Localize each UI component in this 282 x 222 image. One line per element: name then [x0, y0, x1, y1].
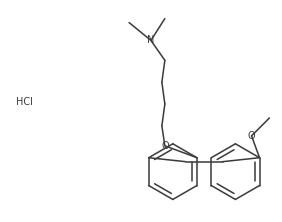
Text: O: O: [248, 131, 255, 141]
Text: O: O: [161, 141, 169, 151]
Text: HCl: HCl: [16, 97, 33, 107]
Text: N: N: [147, 36, 155, 46]
